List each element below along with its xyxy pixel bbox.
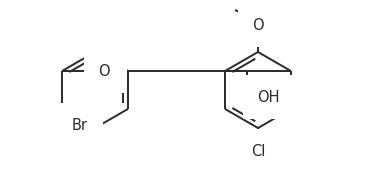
Text: O: O [98,63,110,78]
Text: Br: Br [72,117,88,132]
Text: O: O [252,18,264,33]
Text: OH: OH [257,90,280,105]
Text: F: F [104,63,112,78]
Text: Cl: Cl [251,144,265,159]
